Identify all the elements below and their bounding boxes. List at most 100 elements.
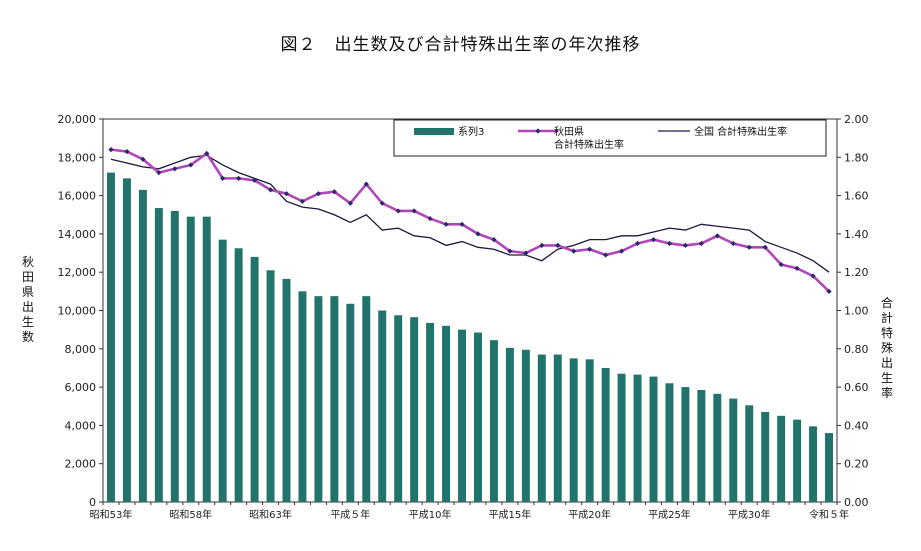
series-marker-akita (156, 170, 162, 176)
series-marker-akita (794, 265, 800, 271)
y-axis-right-title: 合計特殊出生率 (880, 296, 893, 400)
y-right-tick-label: 0.60 (844, 381, 869, 394)
y-left-tick-label: 4,000 (65, 419, 97, 432)
series-marker-akita (539, 242, 545, 248)
bar (442, 325, 451, 502)
bar (537, 354, 546, 502)
series-marker-akita (140, 156, 146, 162)
y-right-tick-label: 1.80 (844, 151, 869, 164)
series-marker-akita (650, 237, 657, 243)
bar (697, 389, 706, 502)
bar (633, 374, 642, 502)
series-marker-akita (379, 200, 385, 206)
series-marker-akita (666, 240, 673, 247)
series-marker-akita (204, 150, 210, 157)
series-marker-akita (443, 221, 449, 227)
series-marker-akita (267, 187, 274, 193)
bar (410, 317, 419, 502)
y-right-tick-label: 0.00 (844, 496, 869, 509)
bar (713, 393, 722, 502)
series-line-akita (110, 148, 830, 293)
y-left-tick-label: 6,000 (65, 381, 97, 394)
x-tick-label: 平成５年 (330, 508, 370, 521)
bar (569, 358, 578, 502)
series-marker-akita (475, 231, 481, 237)
y-left-tick-label: 2,000 (65, 458, 97, 471)
chart-title: 図２ 出生数及び合計特殊出生率の年次推移 (280, 35, 641, 55)
series-marker-akita (603, 252, 609, 258)
plot-area (102, 118, 838, 503)
bar (745, 405, 754, 502)
x-tick-label: 昭和53年 (90, 508, 133, 521)
bar (154, 208, 163, 503)
legend-label-series3: 系列3 (458, 125, 484, 138)
series-marker-akita (411, 208, 417, 214)
y-left-tick-label: 12,000 (58, 266, 97, 279)
y-right-tick-label: 1.20 (844, 266, 869, 279)
y-left-tick-label: 20,000 (58, 113, 97, 126)
series-marker-akita (826, 288, 832, 294)
bar (793, 419, 802, 502)
series-marker-akita (698, 240, 704, 247)
y-axis-left-title: 秋田県出生数 (21, 255, 34, 344)
bar (729, 398, 738, 502)
bar (330, 296, 339, 502)
series-marker-akita (778, 261, 784, 268)
y-left-tick-label: 18,000 (58, 151, 97, 164)
legend-box (393, 119, 827, 157)
series-marker-akita (459, 221, 465, 227)
series-marker-akita (315, 191, 322, 197)
bar (809, 426, 818, 502)
y-right-tick-label: 2.00 (844, 113, 869, 126)
series-marker-akita (236, 175, 242, 181)
x-tick-label: 平成30年 (728, 508, 771, 521)
bar (505, 347, 514, 502)
y-right-tick-label: 1.00 (844, 305, 869, 318)
x-tick-label: 平成10年 (409, 508, 452, 521)
bar (362, 296, 371, 502)
series-marker-akita (618, 248, 625, 254)
bar (473, 332, 482, 502)
series-marker-akita (762, 244, 768, 250)
y-left-tick-label: 16,000 (58, 190, 97, 203)
y-right-tick-label: 1.40 (844, 228, 869, 241)
series-marker-akita (507, 248, 513, 254)
series-marker-akita (108, 147, 114, 153)
bar (617, 373, 626, 502)
bar (777, 415, 786, 502)
legend-label-national: 全国 合計特殊出生率 (694, 125, 787, 138)
y-left-tick-label: 8,000 (65, 343, 97, 356)
x-tick-label: 昭和58年 (169, 508, 212, 521)
bar (489, 340, 498, 502)
bar (346, 303, 355, 502)
bar (665, 383, 674, 502)
x-tick-label: 平成15年 (489, 508, 532, 521)
bar (106, 172, 115, 502)
y-right-tick-label: 1.60 (844, 190, 869, 203)
legend-marker-akita (535, 128, 541, 134)
bar (314, 296, 323, 502)
series-marker-akita (714, 233, 720, 239)
series-marker-akita (491, 237, 497, 243)
bar (458, 329, 467, 502)
legend-label-akita: 秋田県合計特殊出生率 (554, 125, 624, 151)
series-marker-akita (395, 208, 401, 214)
series-marker-akita (283, 191, 290, 197)
bar (218, 239, 227, 502)
series-line-national (110, 154, 830, 273)
bar (825, 433, 834, 502)
bar (298, 291, 307, 502)
bar (250, 256, 259, 502)
bar (553, 354, 562, 502)
y-right-tick-label: 0.20 (844, 458, 869, 471)
bar (170, 210, 179, 503)
x-tick-label: 令和５年 (809, 508, 849, 521)
series-marker-akita (427, 215, 433, 222)
x-tick-label: 平成25年 (648, 508, 691, 521)
y-right-tick-label: 0.80 (844, 343, 869, 356)
y-left-tick-label: 10,000 (58, 305, 97, 318)
series-marker-akita (347, 200, 353, 206)
series-marker-akita (555, 242, 561, 248)
series-marker-akita (124, 148, 130, 155)
